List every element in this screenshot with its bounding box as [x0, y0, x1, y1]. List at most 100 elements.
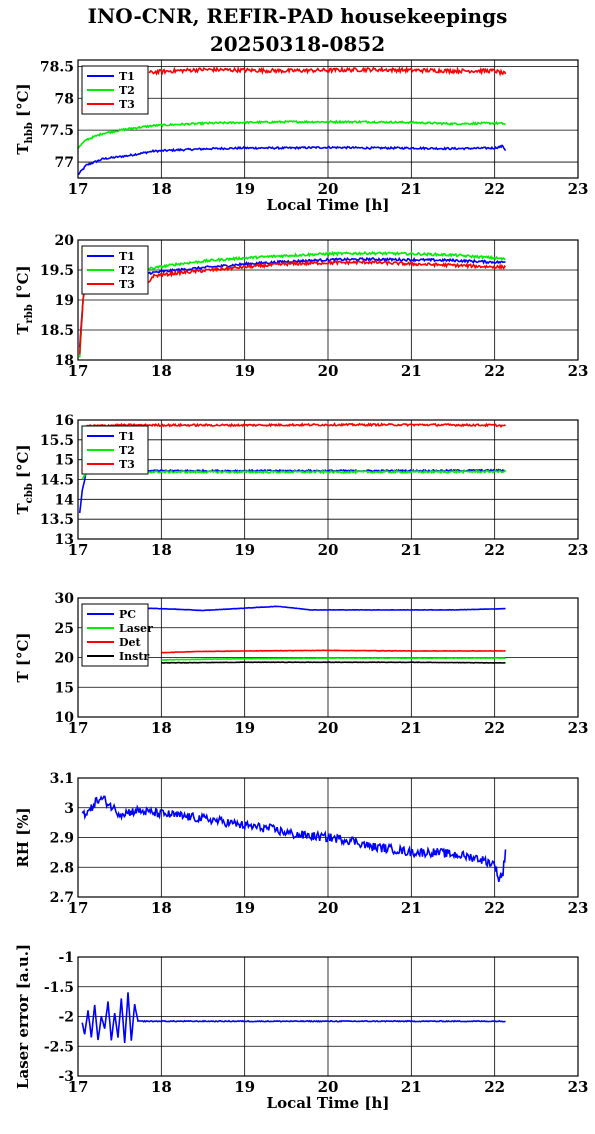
series-line-t3 — [148, 65, 507, 77]
x-tick-label: 22 — [484, 899, 505, 917]
chart-panel-1: 17 18 19 20 21 22 23 77 77.5 78 78.5 Local Time [h]… — [14, 59, 588, 214]
x-tick-label: 18 — [151, 719, 172, 737]
x-tick-label: 23 — [568, 719, 589, 737]
y-axis-label: Thbb [°C] — [14, 83, 35, 154]
x-tick-label: 20 — [318, 1078, 339, 1096]
x-tick-label: 22 — [484, 719, 505, 737]
legend-label-instr: Instr — [119, 650, 149, 663]
y-tick-label: 25 — [55, 621, 74, 637]
x-tick-label: 21 — [401, 899, 422, 917]
y-axis-label: Trbb [°C] — [14, 265, 35, 334]
y-tick-label: 16 — [55, 413, 74, 429]
y-tick-label: -1 — [58, 950, 74, 966]
x-tick-label: 17 — [68, 180, 89, 198]
x-tick-label: 18 — [151, 899, 172, 917]
y-tick-label: 19 — [55, 293, 74, 309]
x-tick-label: 23 — [568, 180, 589, 198]
x-tick-label: 19 — [234, 541, 255, 559]
y-tick-label: 15 — [55, 453, 74, 469]
x-tick-label: 18 — [151, 1078, 172, 1096]
series-line-laser — [161, 657, 506, 661]
legend-label-t2: T2 — [119, 264, 135, 277]
legend-label-laser: Laser — [119, 622, 153, 635]
x-tick-label: 23 — [568, 899, 589, 917]
series-line-t1 — [78, 468, 506, 514]
y-tick-label: 2.8 — [50, 860, 74, 876]
y-tick-label: 14 — [55, 492, 75, 508]
y-tick-label: 77 — [55, 155, 74, 171]
y-tick-label: 78 — [55, 91, 74, 107]
chart-panel-3: 17 18 19 20 21 22 23 13 13.5 14 14.5 15 15.5 16 Tcbb [… — [14, 413, 588, 559]
legend-label-t3: T3 — [119, 278, 135, 291]
series-line-t2 — [78, 250, 506, 358]
x-tick-label: 21 — [401, 1078, 422, 1096]
y-tick-label: 13.5 — [40, 512, 74, 528]
chart-title-line1: INO-CNR, REFIR-PAD housekeepings — [87, 4, 508, 28]
y-tick-label: 10 — [55, 710, 75, 726]
y-tick-label: 18.5 — [40, 323, 74, 339]
legend-label-t1: T1 — [119, 250, 135, 263]
y-tick-label: -1.5 — [44, 980, 74, 996]
y-tick-label: 3.1 — [50, 771, 74, 787]
legend-label-t2: T2 — [119, 84, 135, 97]
plot-frame — [77, 597, 579, 718]
series-line-t2 — [78, 119, 506, 150]
x-tick-label: 19 — [234, 180, 255, 198]
x-tick-label: 21 — [401, 719, 422, 737]
x-tick-label: 23 — [568, 541, 589, 559]
y-tick-label: 77.5 — [40, 123, 74, 139]
series-line-t3 — [85, 422, 507, 429]
chart-panel-4: 17 18 19 20 21 22 23 10 15 20 25 30 T [°C] PCLaserDet… — [14, 591, 588, 737]
x-tick-label: 22 — [484, 362, 505, 380]
plot-frame — [77, 239, 579, 361]
y-tick-label: 20 — [55, 233, 75, 249]
plot-frame — [77, 777, 579, 898]
x-tick-label: 21 — [401, 541, 422, 559]
y-tick-label: 20 — [55, 651, 75, 667]
y-axis-label: RH [%] — [14, 807, 32, 867]
x-tick-label: 20 — [318, 719, 339, 737]
x-tick-label: 17 — [68, 541, 89, 559]
series-line-instr — [161, 661, 506, 664]
y-tick-label: 3 — [64, 801, 74, 817]
x-axis-label: Local Time [h] — [267, 196, 390, 214]
x-tick-label: 22 — [484, 1078, 505, 1096]
x-tick-label: 18 — [151, 362, 172, 380]
series-line-t2 — [81, 469, 507, 480]
y-tick-label: 18 — [55, 353, 74, 369]
legend-label-pc: PC — [119, 608, 136, 621]
x-tick-label: 17 — [68, 362, 89, 380]
y-axis-label: Tcbb [°C] — [14, 444, 35, 514]
legend-label-det: Det — [119, 636, 142, 649]
x-tick-label: 18 — [151, 541, 172, 559]
series-line-det — [161, 649, 506, 654]
legend-label-t2: T2 — [119, 444, 135, 457]
y-tick-label: -2 — [58, 1010, 74, 1026]
x-tick-label: 17 — [68, 899, 89, 917]
chart-title-line2: 20250318-0852 — [209, 32, 386, 56]
legend-label-t1: T1 — [119, 70, 135, 83]
x-tick-label: 23 — [568, 362, 589, 380]
x-tick-label: 22 — [484, 180, 505, 198]
x-tick-label: 21 — [401, 180, 422, 198]
y-tick-label: -3 — [58, 1069, 74, 1085]
x-tick-label: 19 — [234, 719, 255, 737]
x-tick-label: 20 — [318, 899, 339, 917]
legend-label-t1: T1 — [119, 430, 135, 443]
x-tick-label: 20 — [318, 541, 339, 559]
series-line-t3 — [78, 259, 507, 355]
y-tick-label: 13 — [55, 532, 74, 548]
series-line-s1 — [81, 795, 507, 882]
plot-frame — [77, 956, 579, 1077]
series-line-t1 — [78, 144, 507, 176]
y-tick-label: 2.7 — [50, 890, 74, 906]
x-tick-label: 18 — [151, 180, 172, 198]
y-tick-label: 30 — [55, 591, 75, 607]
x-tick-label: 20 — [318, 180, 339, 198]
y-tick-label: 78.5 — [40, 59, 74, 75]
plot-frame — [77, 419, 579, 540]
legend-label-t3: T3 — [119, 458, 135, 471]
x-tick-label: 23 — [568, 1078, 589, 1096]
y-tick-label: 15.5 — [40, 433, 74, 449]
